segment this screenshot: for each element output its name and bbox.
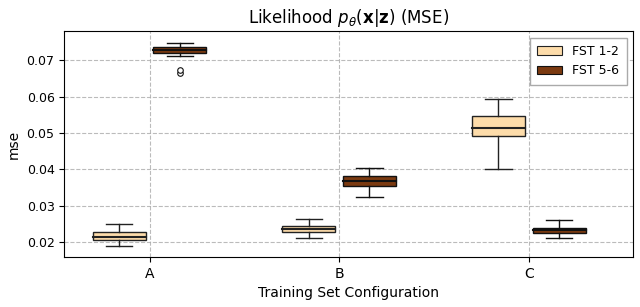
Legend: FST 1-2, FST 5-6: FST 1-2, FST 5-6 <box>530 37 627 85</box>
Bar <box>93 232 146 240</box>
Bar <box>532 228 586 233</box>
Bar <box>282 226 335 232</box>
Bar <box>343 176 396 186</box>
Bar <box>472 116 525 136</box>
Bar <box>154 47 207 53</box>
X-axis label: Training Set Configuration: Training Set Configuration <box>258 286 439 300</box>
Title: Likelihood $p_{\theta}$($\mathbf{x}$|$\mathbf{z}$) (MSE): Likelihood $p_{\theta}$($\mathbf{x}$|$\m… <box>248 7 449 29</box>
Y-axis label: mse: mse <box>7 130 21 159</box>
